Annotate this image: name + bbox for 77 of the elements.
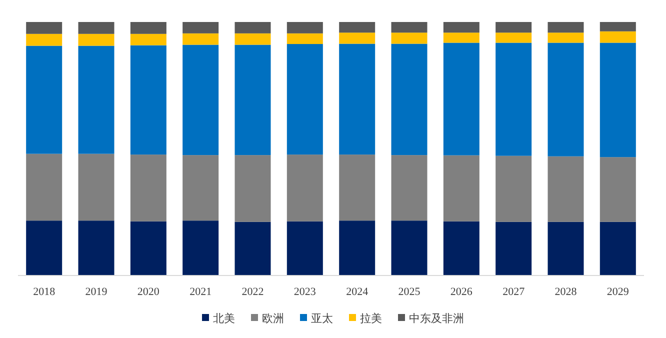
bar: [234, 22, 271, 34]
x-tick-label: 2028: [554, 286, 578, 298]
x-tick-label: 2021: [190, 286, 212, 298]
bar: [130, 154, 166, 222]
x-tick-label: 2023: [294, 286, 316, 298]
bar: [26, 154, 62, 221]
bar: [391, 22, 428, 33]
bar: [286, 33, 323, 44]
bar: [339, 22, 376, 33]
legend-label: 亚太: [311, 312, 333, 325]
bar: [78, 34, 114, 46]
bar: [548, 22, 584, 33]
bar: [391, 32, 428, 44]
x-tick-label: 2029: [606, 286, 630, 298]
bar: [286, 154, 323, 222]
legend-label: 北美: [213, 312, 235, 325]
legend-label: 欧洲: [262, 312, 284, 325]
bar: [443, 32, 480, 43]
x-tick-label: 2027: [502, 286, 526, 298]
bar: [182, 155, 219, 221]
bar: [443, 42, 480, 156]
bar: [26, 22, 62, 34]
bar: [234, 33, 271, 45]
bar: [182, 22, 219, 34]
bar: [130, 22, 166, 34]
bar: [443, 155, 480, 222]
bar: [443, 221, 480, 275]
bar: [130, 34, 166, 46]
bar: [443, 22, 480, 33]
bar: [339, 154, 376, 221]
x-tick-label: 2022: [242, 286, 264, 298]
bar: [600, 157, 636, 222]
bar: [391, 44, 428, 156]
bar: [600, 31, 636, 43]
bar: [78, 22, 114, 34]
bar: [286, 44, 323, 155]
bar: [26, 34, 62, 46]
bar: [391, 155, 428, 221]
bar: [496, 156, 532, 222]
bar: [130, 45, 166, 155]
bar: [26, 220, 62, 275]
x-tick-label: 2019: [85, 286, 108, 298]
bar: [600, 222, 636, 275]
bar: [548, 32, 584, 43]
x-tick-label: 2024: [346, 286, 369, 298]
x-tick-label: 2025: [398, 286, 421, 298]
bar: [78, 46, 114, 154]
bar: [391, 220, 428, 275]
bar: [182, 220, 219, 275]
bar: [26, 46, 62, 154]
bar: [548, 156, 584, 222]
bar: [496, 42, 532, 156]
bar: [78, 220, 114, 275]
bar: [496, 222, 532, 275]
bar: [600, 42, 636, 158]
bar: [496, 22, 532, 33]
bar: [130, 221, 166, 275]
bar: [182, 44, 219, 156]
bar: [339, 32, 376, 44]
legend-label: 拉美: [360, 312, 382, 325]
bar: [234, 155, 271, 222]
bar: [234, 222, 271, 275]
bar: [78, 154, 114, 221]
bar: [548, 222, 584, 275]
bar: [339, 44, 376, 155]
bar: [496, 32, 532, 43]
x-tick-label: 2026: [450, 286, 473, 298]
bar: [286, 221, 323, 275]
bar: [286, 22, 323, 34]
bar: [182, 33, 219, 45]
x-tick-label: 2020: [137, 286, 160, 298]
legend-label: 中东及非洲: [409, 312, 464, 325]
x-tick-label: 2018: [33, 286, 56, 298]
bar: [548, 42, 584, 156]
bar: [234, 44, 271, 156]
bar: [600, 22, 636, 32]
bar: [339, 220, 376, 275]
